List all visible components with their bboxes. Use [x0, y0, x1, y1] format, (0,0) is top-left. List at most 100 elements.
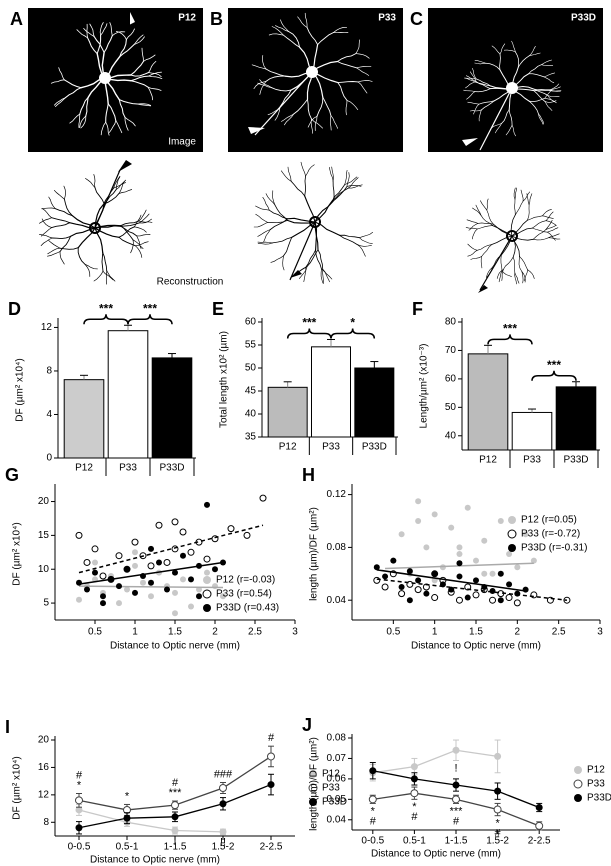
- significance-label: ***: [99, 301, 113, 315]
- dendrite: [47, 251, 61, 257]
- x-tick-label: 1.5: [168, 627, 182, 638]
- dendrite: [339, 234, 358, 246]
- dendrite: [533, 90, 546, 102]
- y-tick-label: 70: [445, 345, 457, 356]
- point: [373, 576, 381, 584]
- dendrite: [317, 249, 324, 270]
- arrow: [290, 270, 302, 278]
- dendrite: [359, 231, 374, 239]
- y-tick-label: 0.04: [327, 595, 347, 606]
- bar: [107, 330, 149, 459]
- annotation: *: [495, 818, 500, 830]
- dendrite: [84, 263, 91, 277]
- dendrite: [467, 243, 478, 251]
- point: [410, 789, 419, 798]
- dendrite: [533, 88, 550, 91]
- point: [75, 796, 83, 805]
- point: [75, 531, 83, 539]
- y-tick-label: 45: [245, 386, 257, 397]
- dendrite: [337, 53, 357, 62]
- x-tick-label: 3: [597, 627, 603, 638]
- significance-brace: [127, 314, 173, 325]
- point: [148, 593, 154, 600]
- dendrite: [80, 115, 87, 129]
- point: [415, 518, 422, 524]
- x-tick-label: 3: [292, 627, 298, 638]
- bar: [467, 353, 509, 451]
- dendrite: [520, 189, 524, 202]
- point: [180, 552, 186, 559]
- point: [180, 576, 186, 583]
- point: [148, 579, 154, 586]
- dendrite: [345, 100, 348, 116]
- dendrite: [137, 103, 152, 107]
- point: [179, 528, 187, 536]
- x-axis-label: Distance to Optic nerve (mm): [110, 641, 240, 652]
- bar: [63, 379, 105, 459]
- point: [373, 564, 380, 571]
- point: [131, 538, 139, 546]
- point: [415, 498, 422, 505]
- point: [219, 828, 227, 836]
- legend-marker: [309, 770, 317, 778]
- dendrite: [321, 268, 333, 280]
- dendrite: [521, 271, 524, 284]
- dendrite: [322, 268, 330, 283]
- x-tick-label: 2.5: [552, 627, 566, 638]
- point: [415, 577, 422, 584]
- panel-letter: B: [210, 9, 223, 29]
- dendrite: [508, 109, 513, 126]
- annotation: ###: [214, 768, 233, 780]
- dendrite: [492, 225, 513, 237]
- dendrite: [133, 34, 144, 46]
- dendrite: [106, 270, 116, 282]
- point: [452, 781, 460, 789]
- legend-label: P12: [322, 769, 340, 780]
- point: [431, 594, 439, 602]
- dendrite: [305, 164, 315, 177]
- bar: [151, 357, 193, 459]
- legend-label: P12: [587, 765, 605, 776]
- legend-label: P33 (r=0.54): [216, 589, 272, 600]
- dendrite: [288, 31, 301, 48]
- dendrite: [475, 78, 491, 87]
- dendrite: [109, 22, 113, 37]
- y-tick-label: 35: [245, 432, 257, 443]
- dendrite: [130, 80, 149, 88]
- dendrite: [359, 237, 373, 244]
- dendrite: [115, 31, 127, 40]
- point: [513, 599, 521, 607]
- dendrite: [137, 103, 151, 106]
- dendrite: [307, 98, 312, 120]
- x-axis-label: Distance to Optic nerve (mm): [371, 849, 501, 860]
- point: [368, 795, 377, 804]
- annotation: #: [370, 815, 377, 827]
- point: [506, 551, 513, 557]
- dendrite: [300, 161, 306, 177]
- dendrite: [135, 241, 149, 247]
- dendrite: [303, 267, 307, 283]
- dendrite: [357, 80, 373, 83]
- dendrite: [84, 263, 98, 270]
- dendrite: [491, 235, 513, 245]
- dendrite: [547, 95, 557, 104]
- y-tick-label: 0.07: [327, 753, 347, 764]
- dendrite: [59, 235, 71, 253]
- annotation: #: [172, 777, 179, 789]
- x-tick-label: P33D: [563, 455, 588, 466]
- point: [76, 579, 82, 586]
- dendrite: [304, 175, 307, 197]
- y-tick-label: 50: [245, 363, 257, 374]
- dendrite: [272, 190, 276, 206]
- dendrite: [500, 235, 513, 256]
- dendrite: [305, 249, 317, 268]
- arrow: [478, 285, 488, 293]
- dendrite: [478, 109, 482, 122]
- significance-label: ***: [503, 321, 517, 335]
- dendrite: [501, 269, 504, 281]
- dendrite: [475, 204, 482, 216]
- x-tick-label: 2-2.5: [260, 842, 283, 853]
- dendrite: [470, 71, 477, 82]
- dendrite: [251, 64, 267, 70]
